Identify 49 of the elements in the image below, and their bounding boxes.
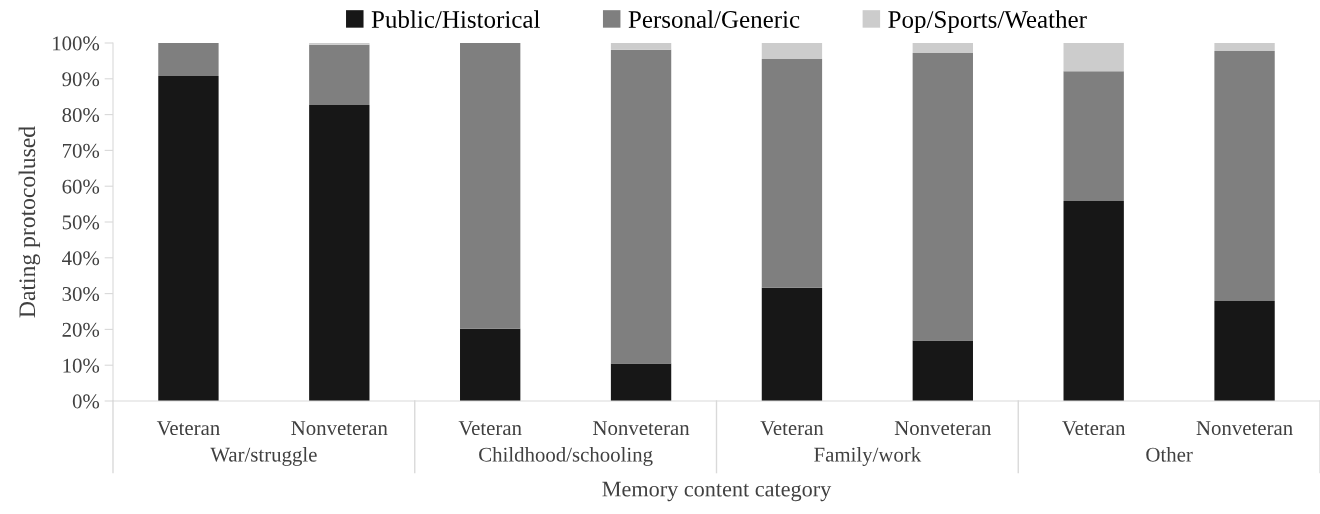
x-tick-label: Nonveteran <box>1196 421 1293 436</box>
bar <box>912 340 973 401</box>
bar <box>1063 71 1124 201</box>
y-tick-label: 20% <box>62 322 100 337</box>
y-tick-label: 40% <box>62 251 100 266</box>
x-tick-label: Nonveteran <box>894 421 992 436</box>
text: Childhood/schooling <box>479 447 653 466</box>
bar <box>1214 43 1275 51</box>
y-tick-label: 50% <box>62 215 100 230</box>
legend-label: Public/Historical <box>371 10 540 28</box>
y-tick-label: 10% <box>63 358 100 373</box>
bar <box>460 43 521 329</box>
x-axis-title: Memory content category <box>602 481 832 502</box>
x-tick-label: Nonveteran <box>593 421 690 436</box>
text: War/struggle <box>210 447 317 466</box>
text: Family/work <box>814 447 922 466</box>
text: Other <box>1146 447 1193 462</box>
x-tick-label: Veteran <box>1062 421 1126 436</box>
bar <box>1063 200 1124 401</box>
bar <box>610 363 672 401</box>
x-tick-label: Veteran <box>458 421 522 436</box>
bar <box>761 287 823 401</box>
bar <box>158 75 219 401</box>
bar <box>1214 301 1275 401</box>
bar <box>460 328 521 401</box>
bar <box>912 53 973 341</box>
y-tick-label: 90% <box>62 72 100 87</box>
legend-label: Pop/Sports/Weather <box>888 10 1087 33</box>
bar <box>1214 50 1275 302</box>
y-tick-label: 30% <box>62 286 100 302</box>
bar <box>610 49 672 364</box>
y-tick-label: 100% <box>53 36 100 51</box>
y-tick-label: 70% <box>62 143 100 158</box>
bar <box>1063 43 1124 72</box>
bar <box>761 59 823 288</box>
bar <box>158 43 219 76</box>
bar <box>309 104 370 401</box>
bar <box>761 43 823 60</box>
y-tick-label: 0% <box>72 394 100 409</box>
legend-label: Personal/Generic <box>628 10 800 28</box>
bar <box>912 43 973 54</box>
y-axis-title: Dating protocolused <box>18 126 41 318</box>
x-tick-label: Veteran <box>760 421 824 436</box>
bar <box>309 44 370 105</box>
x-tick-label: Veteran <box>156 421 220 436</box>
bar <box>610 43 672 50</box>
y-tick-label: 80% <box>62 107 100 123</box>
y-tick-label: 60% <box>62 179 100 194</box>
x-tick-label: Nonveteran <box>291 421 388 436</box>
